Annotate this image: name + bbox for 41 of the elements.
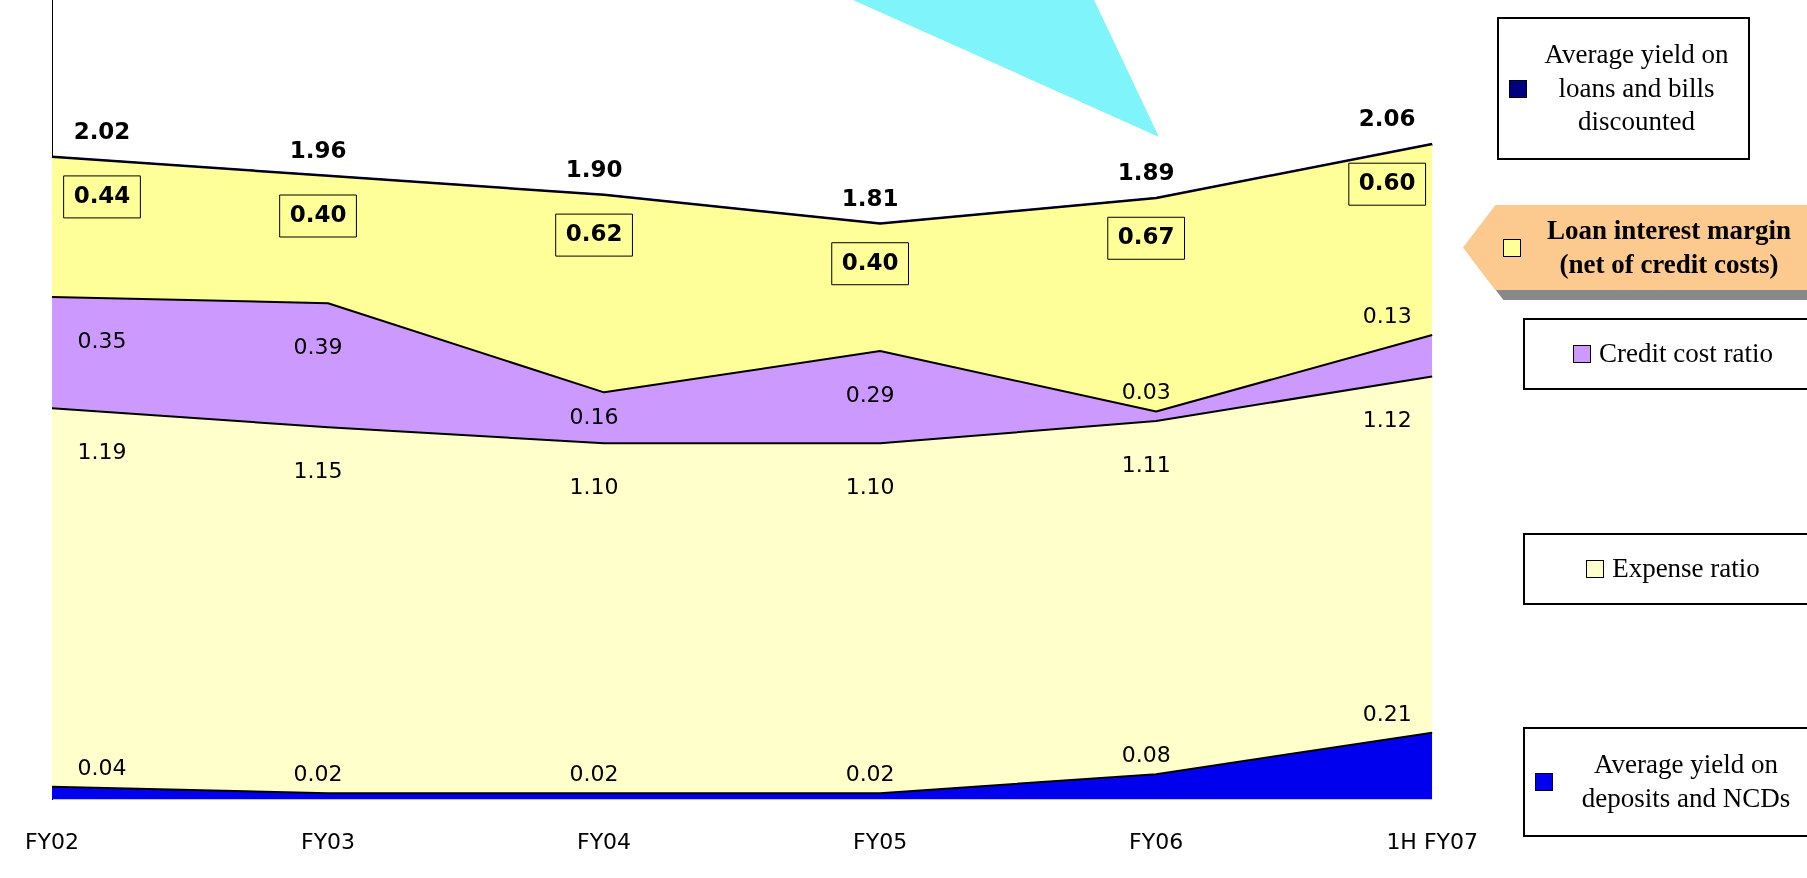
data-label: 1.89 (1117, 159, 1175, 186)
x-tick-label: FY03 (300, 828, 356, 854)
data-label: 0.35 (77, 327, 127, 353)
data-label: 0.02 (569, 760, 619, 786)
data-label: 1.96 (289, 136, 347, 163)
data-label: 0.08 (1121, 741, 1171, 767)
data-label: 1.10 (845, 473, 895, 499)
x-tick-label: FY04 (577, 828, 632, 854)
data-label: 0.67 (1117, 223, 1175, 250)
data-label: 2.02 (73, 117, 131, 144)
data-label: 0.29 (845, 381, 895, 407)
legend-label: Loan interest margin (net of credit costs) (1546, 213, 1792, 281)
data-label: 0.60 (1358, 169, 1416, 196)
data-label: 1.90 (565, 156, 623, 183)
data-label: 2.06 (1358, 105, 1416, 132)
legend-label: Expense ratio (1612, 552, 1760, 586)
data-label: 0.13 (1362, 302, 1412, 328)
data-label: 0.02 (845, 760, 895, 786)
data-label: 0.40 (289, 200, 347, 227)
data-label: 0.62 (565, 220, 623, 247)
legend-label: Credit cost ratio (1599, 337, 1773, 371)
x-tick-label: FY06 (1129, 828, 1184, 854)
x-tick-label: FY05 (853, 828, 908, 854)
data-label: 1.19 (77, 438, 127, 464)
data-label: 0.03 (1121, 379, 1171, 405)
data-label: 0.21 (1362, 700, 1412, 726)
x-tick-label: 1H FY07 (1386, 828, 1478, 854)
data-label: 1.15 (293, 458, 343, 484)
data-label: 0.02 (293, 760, 343, 786)
data-label: 0.16 (569, 403, 619, 429)
data-label: 1.12 (1362, 407, 1412, 433)
legend-label: Average yield on deposits and NCDs (1580, 748, 1792, 815)
data-label: 1.11 (1121, 451, 1171, 477)
data-label: 0.39 (293, 333, 343, 359)
data-label: 0.04 (77, 754, 127, 780)
data-label: 1.81 (841, 184, 899, 211)
data-label: 0.40 (841, 248, 899, 275)
legend-label: Average yield on loans and bills discounted (1543, 37, 1730, 139)
x-tick-label: FY02 (24, 828, 80, 854)
data-label: 1.10 (569, 473, 619, 499)
data-label: 0.44 (73, 181, 131, 208)
